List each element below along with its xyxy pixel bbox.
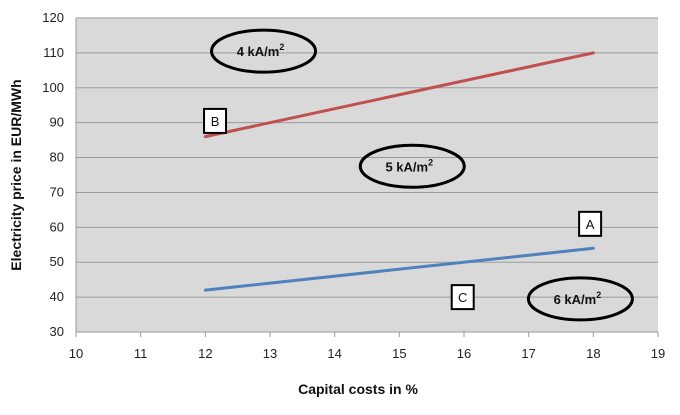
box-label: C <box>458 290 467 305</box>
y-axis-ticks: 30 40 50 60 70 80 90 100 110 120 <box>42 10 64 339</box>
x-tick-label: 19 <box>651 346 665 361</box>
y-tick-label: 50 <box>50 254 64 269</box>
ellipse-outline <box>358 143 466 189</box>
ellipse-label: 5 kA/m2 <box>385 157 433 174</box>
x-tick-label: 11 <box>134 346 148 361</box>
y-tick-label: 30 <box>50 324 64 339</box>
y-tick-label: 120 <box>42 10 64 25</box>
ellipse-outline <box>210 28 318 74</box>
x-tick-label: 10 <box>69 346 83 361</box>
x-tick-label: 16 <box>457 346 471 361</box>
ellipse-label: 4 kA/m2 <box>237 42 285 59</box>
series-lines <box>203 51 595 292</box>
y-tick-label: 40 <box>50 289 64 304</box>
ellipse-label-superscript: 2 <box>279 42 284 52</box>
ellipse-label: 6 kA/m2 <box>554 290 602 307</box>
box-outline <box>203 107 228 134</box>
ellipse-label-base: 6 kA/m <box>554 292 597 307</box>
x-tick-label: 13 <box>263 346 277 361</box>
y-tick-label: 90 <box>50 115 64 130</box>
x-axis-title: Capital costs in % <box>298 381 418 397</box>
x-tick-label: 15 <box>392 346 406 361</box>
x-tick-label: 18 <box>586 346 600 361</box>
ellipse-label-superscript: 2 <box>428 157 433 167</box>
series-line-1 <box>203 51 595 139</box>
x-tick-label: 17 <box>521 346 535 361</box>
y-tick-label: 60 <box>50 219 64 234</box>
box-annotation: A <box>578 210 603 237</box>
series-line-2 <box>203 246 595 292</box>
y-tick-label: 70 <box>50 184 64 199</box>
y-tick-label: 100 <box>42 80 64 95</box>
ellipse-annotation: 5 kA/m2 <box>358 143 466 189</box>
y-axis-title: Electricity price in EUR/MWh <box>8 79 24 270</box>
y-tick-label: 110 <box>43 45 64 60</box>
box-annotation: B <box>203 107 228 134</box>
ellipse-annotation: 6 kA/m2 <box>526 276 634 322</box>
ellipse-outline <box>526 276 634 322</box>
gridlines <box>75 17 658 333</box>
box-label: B <box>211 114 220 129</box>
x-axis-ticks: 10 11 12 13 14 15 16 17 18 19 <box>69 332 665 361</box>
box-outline <box>578 210 603 237</box>
box-annotation: C <box>450 284 475 311</box>
ellipse-label-superscript: 2 <box>596 290 601 300</box>
box-label: A <box>586 217 595 232</box>
x-tick-label: 14 <box>327 346 341 361</box>
ellipse-label-base: 4 kA/m <box>237 44 280 59</box>
box-outline <box>450 284 475 311</box>
y-tick-label: 80 <box>50 150 64 165</box>
ellipse-annotation: 4 kA/m2 <box>210 28 318 74</box>
x-tick-label: 12 <box>198 346 212 361</box>
ellipse-label-base: 5 kA/m <box>385 159 428 174</box>
